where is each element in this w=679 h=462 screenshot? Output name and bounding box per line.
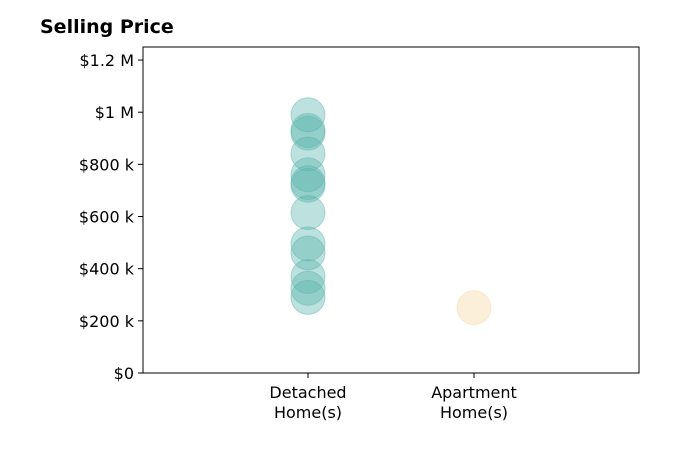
data-point (290, 270, 326, 306)
data-point (290, 167, 326, 203)
data-point (290, 235, 326, 271)
y-axis: $0 $200 k $400 k $600 k $800 k $1 M $1.2 M (79, 51, 143, 383)
data-point (290, 136, 326, 172)
chart-title: Selling Price (40, 16, 174, 38)
data-points (290, 97, 492, 326)
data-point (290, 195, 326, 231)
data-point (290, 157, 326, 193)
y-tick-label: $800 k (79, 155, 135, 174)
x-tick-label: Detached Home(s) (269, 383, 346, 422)
x-tick-label: Apartment Home(s) (431, 383, 517, 422)
data-point (290, 97, 326, 133)
y-tick-label: $1.2 M (79, 51, 134, 70)
y-tick-label: $600 k (79, 208, 135, 227)
data-point (290, 259, 326, 295)
data-point (290, 115, 326, 151)
y-tick-label: $1 M (95, 103, 134, 122)
plot-frame (142, 46, 640, 374)
y-tick-label: $400 k (79, 260, 135, 279)
data-point (290, 165, 326, 201)
y-tick-label: $200 k (79, 312, 135, 331)
data-point (290, 226, 326, 262)
x-axis: Detached Home(s) Apartment Home(s) (269, 373, 517, 422)
data-point (290, 279, 326, 315)
data-point (456, 290, 492, 326)
data-point (290, 112, 326, 148)
y-tick-label: $0 (114, 364, 134, 383)
